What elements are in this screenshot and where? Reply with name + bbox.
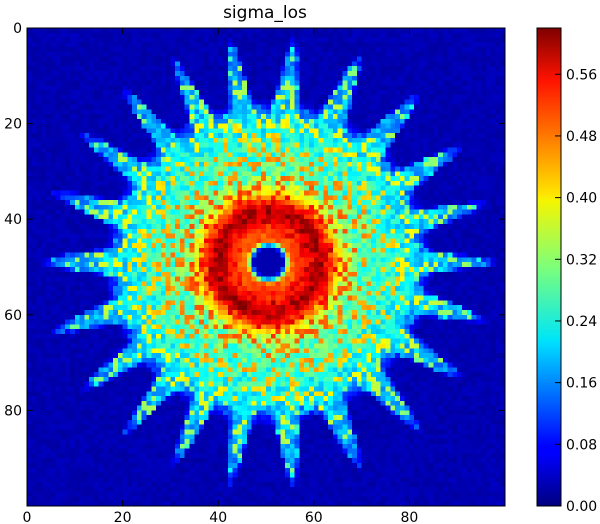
colorbar-tick-label: 0.48 [566, 129, 597, 145]
x-tick-label: 60 [305, 510, 323, 524]
colorbar-ticks: 0.00 0.08 0.16 0.24 0.32 0.40 0.48 0.56 [555, 67, 597, 515]
colorbar-tick-label: 0.24 [566, 314, 597, 330]
colorbar-tick-label: 0.40 [566, 191, 597, 207]
colorbar-tick-label: 0.32 [566, 252, 597, 268]
y-tick-label: 0 [13, 21, 22, 37]
colorbar-gradient [536, 27, 562, 507]
y-tick-label: 20 [4, 117, 22, 133]
y-tick-label: 60 [4, 308, 22, 324]
x-tick-label: 0 [23, 510, 32, 524]
x-tick-label: 80 [400, 510, 418, 524]
plot-area: 0 20 40 60 80 0 20 40 60 80 [4, 21, 506, 524]
y-tick-label: 40 [4, 212, 22, 228]
y-axis: 0 20 40 60 80 [4, 21, 505, 419]
y-tick-label: 80 [4, 403, 22, 419]
x-tick-label: 20 [114, 510, 132, 524]
colorbar-tick-label: 0.16 [566, 376, 597, 392]
chart-title: sigma_los [223, 3, 307, 23]
x-axis: 0 20 40 60 80 [23, 28, 418, 524]
colorbar-tick-label: 0.56 [566, 67, 597, 83]
colorbar-tick-label: 0.08 [566, 437, 597, 453]
x-tick-label: 40 [209, 510, 227, 524]
plot-frame [26, 27, 506, 507]
heatmap-image [27, 28, 505, 506]
colorbar-tick-label: 0.00 [566, 499, 597, 515]
colorbar: 0.00 0.08 0.16 0.24 0.32 0.40 0.48 0.56 [536, 27, 597, 515]
